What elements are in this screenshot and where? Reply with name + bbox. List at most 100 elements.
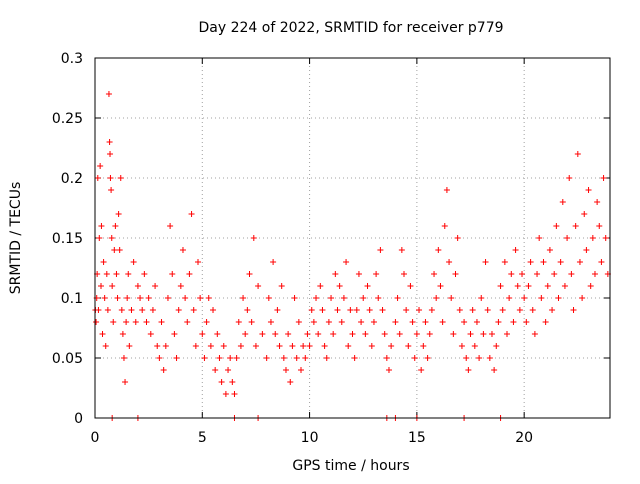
- data-point: [456, 307, 463, 313]
- data-point: [115, 211, 122, 217]
- data-point: [107, 151, 114, 157]
- data-point: [207, 343, 214, 349]
- data-point: [265, 295, 272, 301]
- data-point: [126, 343, 133, 349]
- data-point: [598, 259, 605, 265]
- data-point: [431, 271, 438, 277]
- data-point: [105, 91, 112, 97]
- y-tick-label: 0.1: [61, 291, 83, 307]
- data-point: [521, 295, 528, 301]
- data-point: [591, 271, 598, 277]
- data-point: [164, 295, 171, 301]
- data-point: [250, 235, 257, 241]
- data-point: [306, 343, 313, 349]
- data-point: [375, 295, 382, 301]
- data-point: [334, 307, 341, 313]
- data-point: [94, 175, 101, 181]
- data-point: [347, 307, 354, 313]
- data-point: [134, 283, 141, 289]
- data-point: [137, 295, 144, 301]
- data-point: [420, 343, 427, 349]
- data-point: [248, 319, 255, 325]
- y-tick-label: 0.05: [52, 351, 83, 367]
- data-point: [486, 355, 493, 361]
- data-point: [109, 283, 116, 289]
- data-point: [244, 307, 251, 313]
- data-point: [568, 271, 575, 277]
- data-point: [167, 223, 174, 229]
- chart-title: Day 224 of 2022, SRMTID for receiver p77…: [198, 20, 503, 36]
- data-point: [340, 295, 347, 301]
- data-point: [519, 271, 526, 277]
- data-point: [175, 307, 182, 313]
- data-point: [95, 307, 102, 313]
- data-point: [184, 319, 191, 325]
- data-point: [295, 319, 302, 325]
- data-point: [559, 199, 566, 205]
- data-point: [542, 319, 549, 325]
- data-point: [594, 199, 601, 205]
- data-point: [373, 271, 380, 277]
- data-point: [328, 295, 335, 301]
- data-point: [564, 235, 571, 241]
- data-point: [145, 295, 152, 301]
- data-point: [171, 331, 178, 337]
- data-point: [531, 331, 538, 337]
- data-point: [212, 367, 219, 373]
- data-point: [310, 319, 317, 325]
- data-point: [405, 343, 412, 349]
- x-tick-label: 0: [91, 430, 100, 446]
- data-point: [325, 319, 332, 325]
- data-point: [478, 295, 485, 301]
- data-point: [214, 331, 221, 337]
- data-point: [572, 223, 579, 229]
- data-point: [195, 259, 201, 265]
- data-point: [495, 319, 502, 325]
- data-point: [589, 235, 596, 241]
- data-point: [123, 319, 130, 325]
- data-point: [476, 355, 483, 361]
- data-point: [435, 247, 442, 253]
- data-point: [141, 271, 148, 277]
- data-point: [246, 271, 253, 277]
- data-point: [338, 319, 345, 325]
- data-point: [482, 259, 489, 265]
- y-axis-label: SRMTID / TECUs: [8, 182, 24, 295]
- data-point: [119, 331, 126, 337]
- data-point: [143, 319, 150, 325]
- data-point: [287, 379, 294, 385]
- data-point: [149, 307, 156, 313]
- data-point: [437, 283, 444, 289]
- data-point: [497, 283, 504, 289]
- data-point: [493, 343, 500, 349]
- data-point: [385, 367, 392, 373]
- data-point: [394, 295, 401, 301]
- data-point: [422, 319, 429, 325]
- data-point: [336, 283, 343, 289]
- data-point: [300, 343, 307, 349]
- data-point: [199, 331, 206, 337]
- data-point: [102, 343, 109, 349]
- data-point: [98, 223, 105, 229]
- data-point: [467, 331, 474, 337]
- data-point: [107, 175, 114, 181]
- data-point: [504, 331, 510, 337]
- data-point: [298, 367, 304, 373]
- data-point: [240, 295, 247, 301]
- data-point: [403, 307, 410, 313]
- data-point: [446, 259, 453, 265]
- data-point: [285, 331, 292, 337]
- data-point: [488, 331, 495, 337]
- data-point: [469, 307, 476, 313]
- data-point: [276, 343, 283, 349]
- data-point: [396, 331, 403, 337]
- data-point: [439, 319, 446, 325]
- data-points: [92, 91, 611, 421]
- y-tick-label: 0.15: [52, 231, 83, 247]
- data-point: [355, 271, 362, 277]
- data-point: [555, 295, 562, 301]
- data-point: [536, 235, 543, 241]
- data-point: [313, 295, 320, 301]
- data-point: [426, 331, 433, 337]
